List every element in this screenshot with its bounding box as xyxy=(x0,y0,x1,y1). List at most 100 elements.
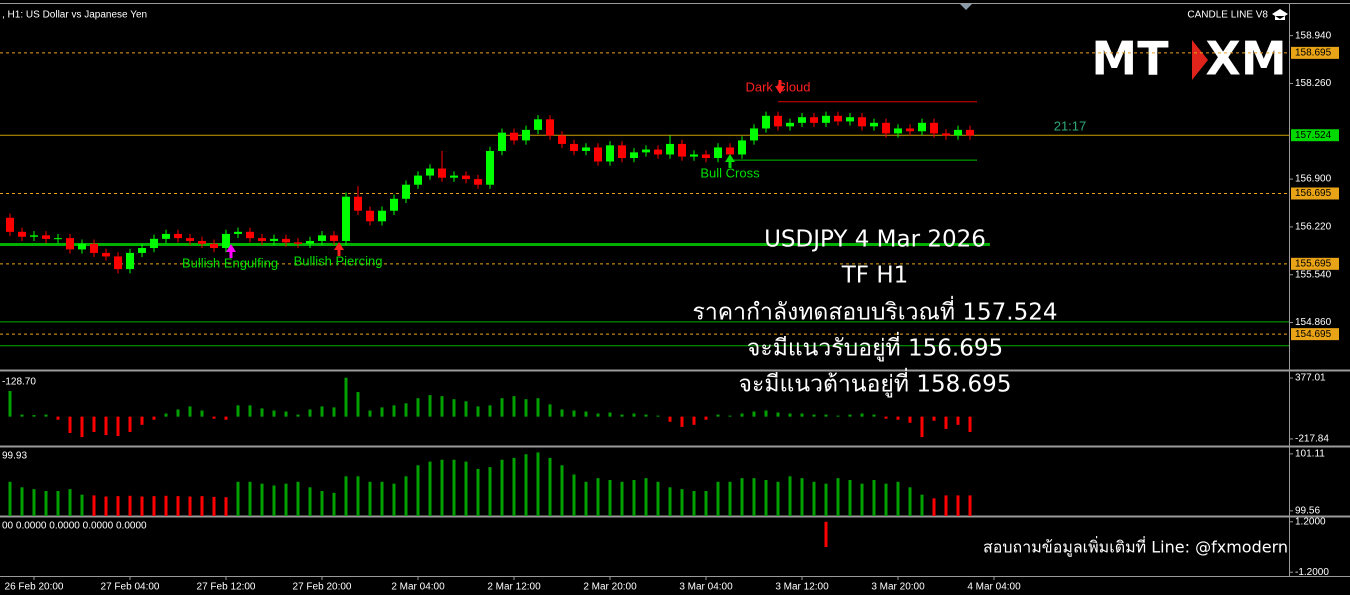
candle-body xyxy=(930,122,938,134)
indicator-bar xyxy=(416,465,420,516)
candle-body xyxy=(258,238,266,241)
candle-body xyxy=(906,128,914,132)
candle-body xyxy=(378,210,386,222)
candle-body xyxy=(126,252,134,270)
indicator-bar xyxy=(644,478,648,516)
histogram-bar xyxy=(188,406,192,417)
level-box xyxy=(1291,46,1339,59)
indicator-bar xyxy=(140,496,144,516)
histogram-bar xyxy=(104,416,108,436)
histogram-bar xyxy=(656,415,660,417)
candle-body xyxy=(462,175,470,180)
indicator-bar xyxy=(968,495,972,516)
candle-body xyxy=(282,238,290,243)
histogram-bar xyxy=(32,415,36,417)
indicator-bar xyxy=(308,487,312,516)
indicator-bar xyxy=(488,467,492,516)
candle-body xyxy=(582,147,590,151)
histogram-bar xyxy=(488,405,492,417)
level-box xyxy=(1291,187,1339,200)
histogram-bar xyxy=(416,398,420,417)
indicator-bar xyxy=(848,479,852,516)
candle-body xyxy=(870,122,878,127)
histogram-bar xyxy=(308,409,312,417)
indicator-bar xyxy=(296,481,300,516)
candle-body xyxy=(414,175,422,185)
histogram-bar xyxy=(272,410,276,417)
candle-body xyxy=(138,248,146,253)
indicator-bar xyxy=(620,481,624,516)
level-label: 154.695 xyxy=(1295,329,1332,340)
time-label: 3 Mar 20:00 xyxy=(871,582,925,593)
indicator-bar xyxy=(932,498,936,516)
histogram-bar xyxy=(692,416,696,425)
histogram-bar xyxy=(212,416,216,419)
candle-body xyxy=(6,217,14,232)
indicator-bar xyxy=(500,459,504,516)
candle-body xyxy=(606,145,614,162)
candle-body xyxy=(630,152,638,158)
indicator-bar xyxy=(524,454,528,516)
indicator-bar xyxy=(128,495,132,516)
axis-tick-label: -1.2000 xyxy=(1295,567,1329,578)
indicator-bar xyxy=(608,479,612,516)
candle-body xyxy=(522,129,530,141)
histogram-bar xyxy=(644,414,648,417)
axis-tick-label: 158.940 xyxy=(1295,30,1332,41)
overlay-text: USDJPY 4 Mar 2026 TF H1 ราคากำลังทดสอบบร… xyxy=(693,227,1058,398)
scroll-marker xyxy=(960,4,972,10)
histogram-bar xyxy=(380,407,384,417)
level-box xyxy=(1291,257,1339,270)
axis-tick-label: 156.900 xyxy=(1295,174,1332,185)
candle-body xyxy=(642,149,650,153)
indicator-bar xyxy=(776,481,780,516)
histogram-bar xyxy=(116,416,120,437)
indicator-bar xyxy=(860,483,864,516)
indicator-bar xyxy=(656,481,660,516)
time-label: 27 Feb 20:00 xyxy=(293,582,352,593)
indicator-bar xyxy=(812,481,816,516)
candle-body xyxy=(690,154,698,157)
indicator-bar xyxy=(632,479,636,516)
indicator-bar xyxy=(224,497,228,516)
candle-body xyxy=(678,143,686,157)
histogram-bar xyxy=(740,413,744,417)
indicator-bar xyxy=(764,479,768,516)
price-label: 157.524 xyxy=(1295,130,1332,141)
histogram-bar xyxy=(356,392,360,417)
candle-body xyxy=(666,143,674,155)
histogram-bar xyxy=(572,410,576,417)
indicator-bar xyxy=(248,481,252,516)
price-box xyxy=(1291,129,1339,142)
pattern-arrow xyxy=(226,244,236,258)
pattern-label: Bullish Piercing xyxy=(294,253,383,268)
histogram-bar xyxy=(92,416,96,432)
candle-body xyxy=(762,115,770,129)
histogram-bar xyxy=(176,409,180,417)
indicator-bar xyxy=(116,496,120,516)
candle-body xyxy=(750,128,758,141)
candle-body xyxy=(210,243,218,248)
indicator-bar xyxy=(80,494,84,516)
indicator-bar xyxy=(680,489,684,516)
candle-body xyxy=(954,129,962,136)
histogram-bar xyxy=(344,377,348,417)
pattern-label: Bullish Engulfing xyxy=(182,255,278,270)
indicator-bar xyxy=(236,481,240,516)
indicator-bar xyxy=(188,496,192,516)
histogram-bar xyxy=(860,413,864,417)
logo-xm: XM xyxy=(1205,32,1286,86)
candle-body xyxy=(450,175,458,178)
histogram-bar xyxy=(584,411,588,417)
indicator-bar xyxy=(20,487,24,516)
time-label: 27 Feb 12:00 xyxy=(197,582,256,593)
candle-body xyxy=(714,147,722,158)
histogram-bar xyxy=(140,416,144,425)
indicator-bar xyxy=(956,495,960,516)
indicator-bar xyxy=(44,491,48,516)
candle-body xyxy=(354,196,362,211)
candle-body xyxy=(174,233,182,239)
histogram-bar xyxy=(728,415,732,417)
